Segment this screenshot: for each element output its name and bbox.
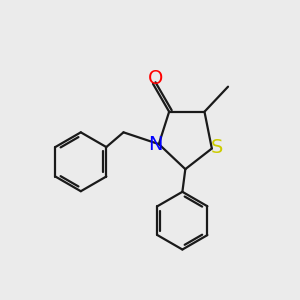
Text: N: N xyxy=(148,135,163,154)
Text: S: S xyxy=(211,138,223,157)
Text: O: O xyxy=(148,69,163,88)
